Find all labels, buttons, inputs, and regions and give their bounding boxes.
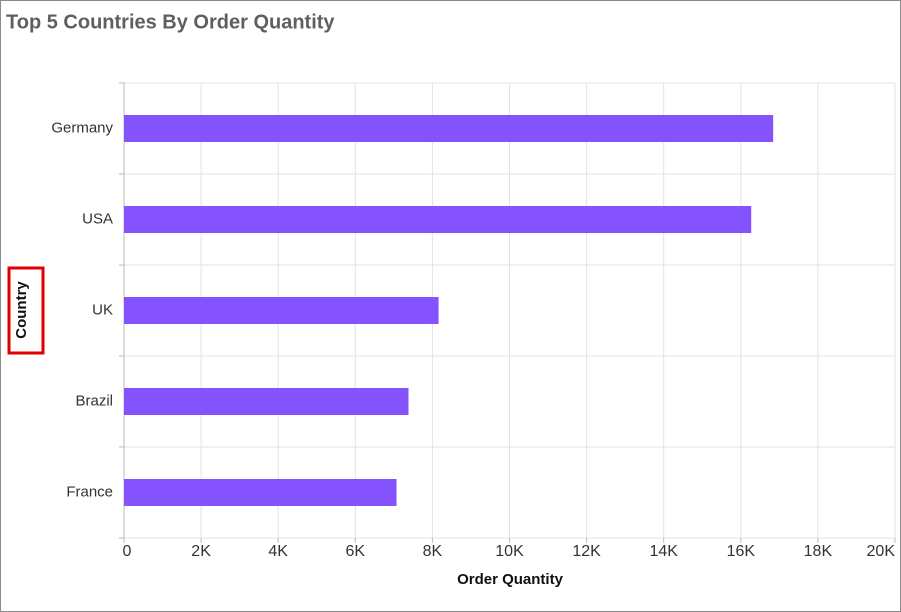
x-tick-label: 8K	[423, 543, 443, 560]
x-tick-label: 16K	[727, 543, 756, 560]
x-axis-title: Order Quantity	[457, 571, 564, 588]
x-tick-label: 14K	[649, 543, 678, 560]
x-tick-label: 18K	[804, 543, 833, 560]
bar	[124, 115, 774, 142]
y-tick-label: USA	[82, 210, 113, 227]
bar	[124, 479, 397, 506]
x-tick-label: 2K	[191, 543, 211, 560]
x-tick-label: 6K	[346, 543, 366, 560]
y-tick-label: Brazil	[75, 392, 113, 409]
y-tick-label: France	[66, 483, 113, 500]
highlight-box	[7, 266, 45, 355]
bar	[124, 388, 409, 415]
x-tick-label: 4K	[268, 543, 288, 560]
chart-title: Top 5 Countries By Order Quantity	[6, 11, 335, 33]
x-tick-label: 20K	[867, 543, 896, 560]
y-axis-title: Country	[13, 281, 30, 339]
x-tick-label: 10K	[495, 543, 524, 560]
y-tick-label: Germany	[51, 119, 113, 136]
bar	[124, 206, 752, 233]
x-tick-label: 0	[123, 543, 132, 560]
y-tick-label: UK	[92, 301, 113, 318]
bar	[124, 297, 439, 324]
x-tick-label: 12K	[572, 543, 601, 560]
